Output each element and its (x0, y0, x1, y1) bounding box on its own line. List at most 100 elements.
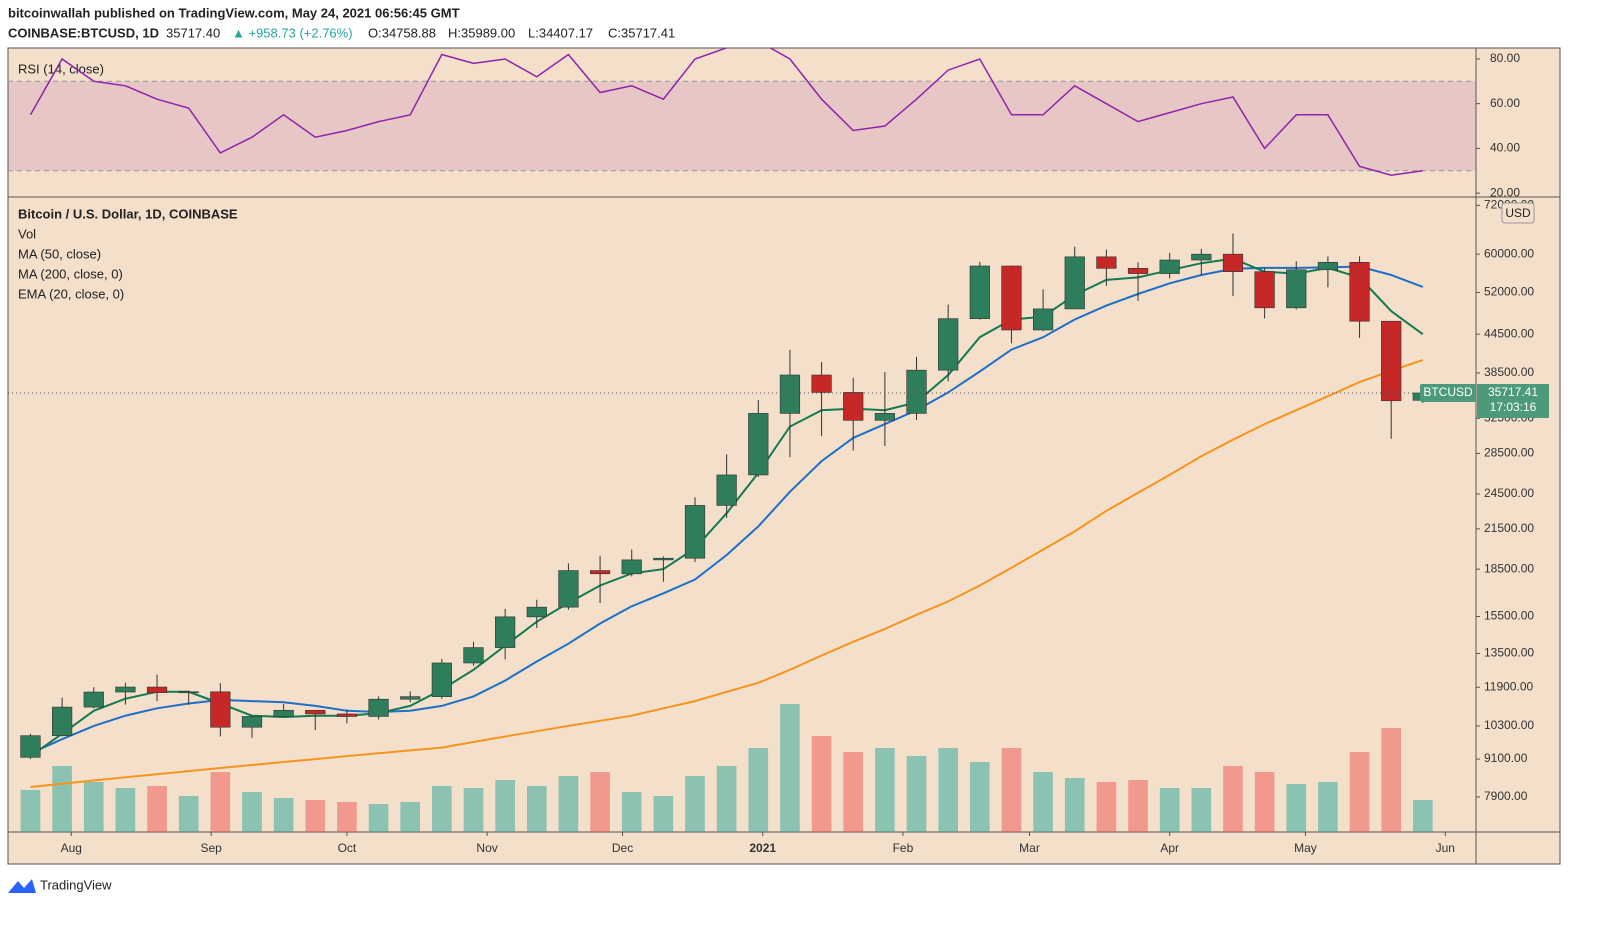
high: H:35989.00 (448, 25, 515, 40)
x-tick-label: Mar (1019, 841, 1040, 855)
ma-line (30, 265, 1424, 755)
y-tick-label: 9100.00 (1484, 751, 1528, 765)
candle-body (653, 557, 674, 561)
candle-body (748, 413, 769, 476)
y-tick-label: 11900.00 (1484, 679, 1533, 693)
candle-body (969, 265, 990, 319)
volume-bar (590, 772, 610, 832)
candle-body (1222, 253, 1244, 272)
volume-bar (178, 796, 199, 832)
footer-text: TradingView (40, 877, 112, 892)
candle-body (52, 706, 73, 737)
y-tick-label: 13500.00 (1484, 646, 1534, 660)
symbol-line: COINBASE:BTCUSD, 1D 35717.40 ▲ +958.73 (… (8, 25, 675, 40)
volume-bar (716, 766, 737, 832)
x-tick-label: Dec (612, 841, 633, 855)
price-tag-countdown: 17:03:16 (1490, 400, 1537, 414)
volume-bar (653, 796, 674, 832)
volume-bar (52, 766, 72, 832)
close: C:35717.41 (608, 25, 675, 40)
volume-bar (1096, 782, 1117, 832)
candle-body (1191, 253, 1212, 261)
volume-bar (685, 776, 705, 832)
candle-body (1096, 256, 1117, 269)
last-price: 35717.40 (166, 25, 220, 40)
volume-bar (970, 762, 990, 832)
candle-body (400, 696, 421, 700)
volume-bar (621, 792, 642, 832)
y-tick-label: 7900.00 (1484, 789, 1528, 803)
volume-bar (748, 748, 769, 832)
footer-logo[interactable]: TradingView (8, 877, 112, 893)
candle-body (495, 616, 516, 648)
volume-bar (337, 802, 357, 832)
volume-bar (1001, 748, 1022, 832)
y-tick-label: 24500.00 (1484, 486, 1534, 500)
volume-legend: Vol (18, 226, 36, 241)
rsi-title: RSI (14, close) (18, 61, 104, 76)
price-tag (1477, 384, 1549, 419)
open: O:34758.88 (368, 25, 436, 40)
y-tick-label: 21500.00 (1484, 521, 1534, 535)
x-tick-label: Aug (61, 841, 82, 855)
volume-bar (1159, 788, 1180, 832)
volume-bar (1223, 766, 1243, 832)
candle-body (684, 505, 706, 559)
candle-body (146, 686, 168, 694)
candle-body (1159, 259, 1180, 274)
currency-badge-text: USD (1505, 206, 1531, 220)
y-tick-label: 40.00 (1490, 141, 1520, 155)
candle-body (1349, 261, 1370, 322)
y-tick-label: 38500.00 (1484, 365, 1534, 379)
candle-body (779, 374, 801, 414)
candle-body (1032, 308, 1054, 331)
change: ▲ +958.73 (+2.76%) (232, 25, 353, 40)
y-tick-label: 15500.00 (1484, 609, 1534, 623)
volume-bar (400, 802, 421, 832)
candle-body (811, 374, 832, 393)
candle-body (431, 662, 452, 697)
candle-body (368, 698, 389, 717)
publisher: bitcoinwallah published on TradingView.c… (8, 5, 460, 20)
candle-body (874, 413, 895, 421)
legend-entry: MA (50, close) (18, 246, 101, 261)
candle-body (843, 392, 864, 421)
candle-body (1381, 320, 1402, 402)
volume-bar (526, 786, 547, 832)
candle-body (336, 713, 358, 717)
legend-entry: MA (200, close, 0) (18, 266, 123, 281)
low: L:34407.17 (528, 25, 593, 40)
x-tick-label: Sep (200, 841, 222, 855)
candle-body (1064, 256, 1085, 310)
candle-body (115, 686, 136, 693)
volume-bar (1064, 778, 1085, 832)
volume-bar (432, 786, 452, 832)
volume-bar (305, 800, 326, 832)
volume-bar (463, 788, 484, 832)
candle-body (273, 709, 294, 717)
volume-bar (495, 780, 515, 832)
x-tick-label: Feb (893, 841, 914, 855)
volume-bar (1318, 782, 1338, 832)
y-tick-label: 60.00 (1490, 96, 1520, 110)
candle-body (906, 369, 927, 414)
candle-body (463, 647, 484, 664)
rsi-group (29, 48, 1423, 176)
volume-bar (1128, 780, 1148, 832)
y-tick-label: 20.00 (1490, 185, 1520, 199)
candle-body (558, 570, 579, 608)
y-tick-label: 18500.00 (1484, 561, 1534, 575)
y-tick-label: 28500.00 (1484, 446, 1534, 460)
candle-body (210, 691, 231, 728)
price-tag-value: 35717.41 (1488, 385, 1538, 399)
candle-body (621, 559, 642, 575)
candle-body (1254, 271, 1275, 309)
logo-icon (8, 879, 36, 893)
candle-body (241, 716, 263, 728)
candle-body (20, 735, 41, 758)
x-tick-label: Jun (1436, 841, 1455, 855)
volume-bar (1413, 800, 1433, 832)
symbol-tag (1420, 384, 1476, 403)
volume-bar (780, 704, 800, 832)
candle-body (938, 318, 959, 371)
